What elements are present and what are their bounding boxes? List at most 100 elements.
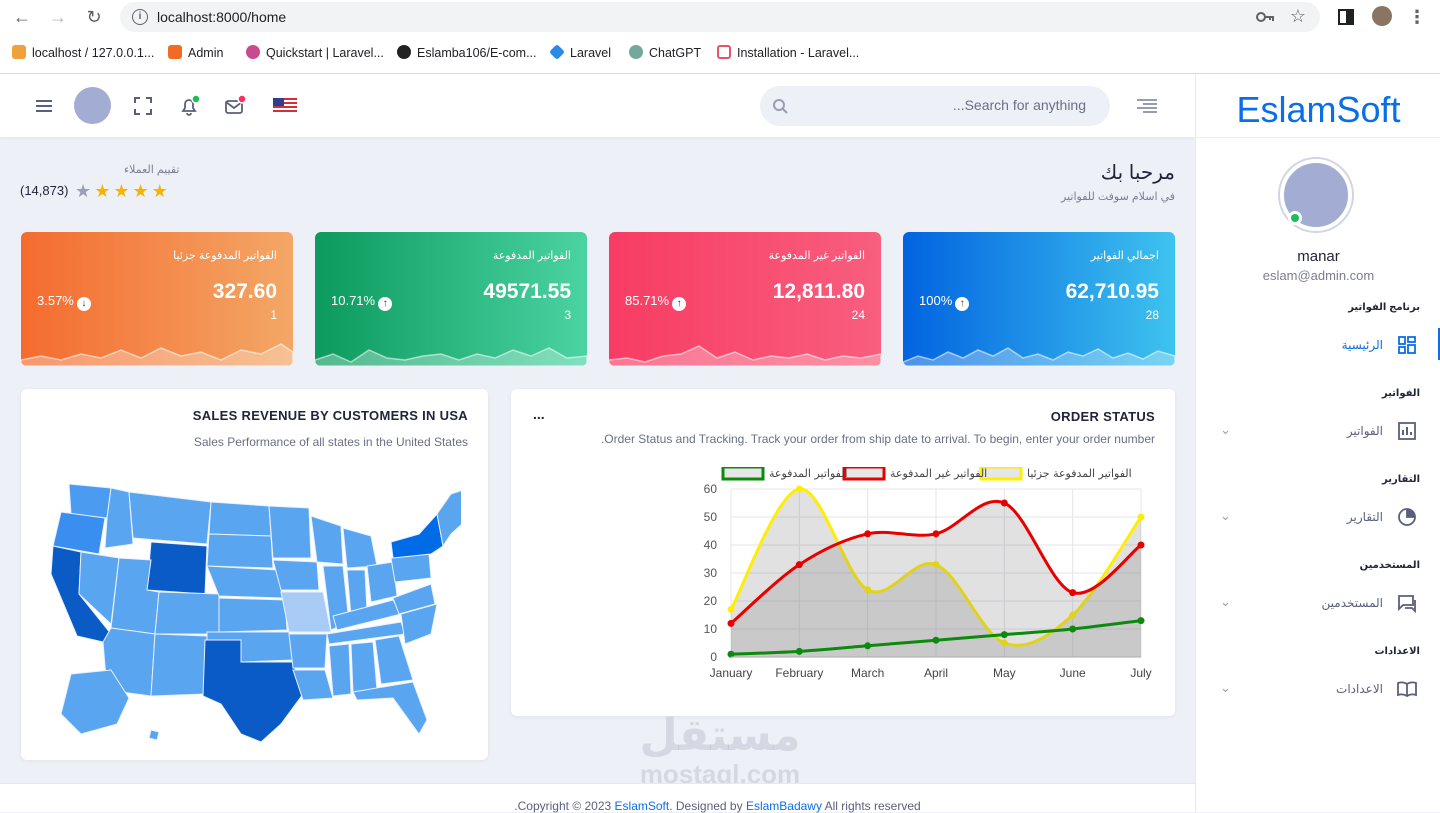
data-point[interactable] xyxy=(727,650,735,658)
data-point[interactable] xyxy=(864,530,872,538)
data-point[interactable] xyxy=(795,561,803,569)
state-new-york[interactable] xyxy=(390,512,444,559)
bookmark-item[interactable]: Laravel xyxy=(549,44,611,60)
side-panel-icon[interactable] xyxy=(1338,9,1354,25)
data-point[interactable] xyxy=(1000,631,1008,639)
us-flag-icon[interactable] xyxy=(273,98,297,114)
card-value: 62,710.95 xyxy=(1065,280,1159,303)
data-point[interactable] xyxy=(1137,541,1145,549)
data-point[interactable] xyxy=(1000,639,1008,647)
forward-icon[interactable]: → xyxy=(49,7,67,27)
site-info-icon[interactable]: i xyxy=(132,9,148,25)
state-arkansas[interactable] xyxy=(288,633,328,669)
legend-swatch xyxy=(721,467,765,481)
brand-logo[interactable]: EslamSoft xyxy=(1196,74,1440,138)
state-hawaii[interactable] xyxy=(148,729,160,741)
state-new-england[interactable] xyxy=(436,488,461,548)
data-point[interactable] xyxy=(1000,499,1008,507)
footer-brand-link[interactable]: EslamSoft xyxy=(614,799,670,813)
bookmark-item[interactable]: Admin xyxy=(168,45,223,60)
state-mississippi[interactable] xyxy=(328,643,352,697)
state-georgia[interactable] xyxy=(374,635,414,685)
state-louisiana[interactable] xyxy=(292,669,334,701)
state-alabama[interactable] xyxy=(350,641,378,693)
state-pennsylvania[interactable] xyxy=(390,553,432,583)
stat-card[interactable]: الفواتير المدفوعة 49571.55 3 10.71% ↑ xyxy=(315,232,587,366)
state-oregon[interactable] xyxy=(52,511,106,555)
data-point[interactable] xyxy=(932,530,940,538)
legend-item[interactable]: الفواتير المدفوعة جزئيا xyxy=(979,467,1132,481)
state-florida[interactable] xyxy=(352,681,428,735)
sidebar-item-home[interactable]: الرئيسية xyxy=(1196,328,1440,360)
state-kansas[interactable] xyxy=(218,597,288,633)
legend-item[interactable]: الفواتير المدفوعة xyxy=(721,467,848,481)
usa-map[interactable] xyxy=(41,484,461,744)
sidebar-item-settings[interactable]: الاعدادات ⌄ xyxy=(1196,674,1440,704)
data-point[interactable] xyxy=(932,561,940,569)
state-nebraska[interactable] xyxy=(206,565,284,599)
back-icon[interactable]: ← xyxy=(13,7,31,27)
bookmark-item[interactable]: Installation - Laravel... xyxy=(717,45,859,60)
state-north-dakota[interactable] xyxy=(208,501,272,537)
state-wyoming[interactable] xyxy=(146,541,208,595)
bookmark-item[interactable]: Quickstart | Laravel... xyxy=(246,45,384,60)
state-wisconsin[interactable] xyxy=(310,515,344,565)
bookmark-item[interactable]: ChatGPT xyxy=(629,45,701,60)
fullscreen-icon[interactable] xyxy=(132,95,154,117)
data-point[interactable] xyxy=(1137,617,1145,625)
state-carolinas[interactable] xyxy=(400,603,438,645)
bookmark-item[interactable]: localhost / 127.0.0.1... xyxy=(12,45,154,60)
data-point[interactable] xyxy=(932,636,940,644)
data-point[interactable] xyxy=(864,642,872,650)
stat-card[interactable]: اجمالي الفواتير 62,710.95 28 100% ↑ xyxy=(903,232,1175,366)
search-icon[interactable] xyxy=(772,98,789,115)
sidebar-item-reports[interactable]: التقارير ⌄ xyxy=(1196,502,1440,532)
state-missouri[interactable] xyxy=(280,591,332,633)
data-point[interactable] xyxy=(864,586,872,594)
state-new-mexico[interactable] xyxy=(150,633,208,697)
bell-icon[interactable] xyxy=(178,95,200,117)
search-input[interactable]: ...Search for anything xyxy=(952,97,1086,113)
stat-card[interactable]: الفواتير غير المدفوعة 12,811.80 24 85.71… xyxy=(609,232,881,366)
state-colorado[interactable] xyxy=(154,591,220,635)
card-count: 24 xyxy=(851,308,865,322)
search-bar[interactable]: ...Search for anything xyxy=(760,86,1110,126)
state-south-dakota[interactable] xyxy=(206,533,274,569)
address-bar[interactable]: i localhost:8000/home ☆ xyxy=(120,2,1320,32)
data-point[interactable] xyxy=(795,647,803,655)
state-texas[interactable] xyxy=(202,639,304,743)
avatar[interactable] xyxy=(74,87,111,124)
state-montana[interactable] xyxy=(128,491,212,545)
url-text[interactable]: localhost:8000/home xyxy=(157,9,287,25)
data-point[interactable] xyxy=(795,485,803,493)
data-point[interactable] xyxy=(727,619,735,627)
sidebar-item-users[interactable]: المستخدمين ⌄ xyxy=(1196,588,1440,618)
user-avatar[interactable] xyxy=(1280,159,1352,231)
hamburger-icon[interactable] xyxy=(33,95,55,117)
bookmark-item[interactable]: Eslamba106/E-com... xyxy=(397,45,537,60)
key-icon[interactable] xyxy=(1256,10,1274,24)
star-bookmark-icon[interactable]: ☆ xyxy=(1289,6,1306,26)
data-point[interactable] xyxy=(727,605,735,613)
footer-author-link[interactable]: EslamBadawy xyxy=(745,799,822,813)
state-washington[interactable] xyxy=(68,484,112,519)
data-point[interactable] xyxy=(1069,611,1077,619)
profile-avatar[interactable] xyxy=(1372,6,1392,26)
data-point[interactable] xyxy=(1069,625,1077,633)
mail-icon[interactable] xyxy=(224,95,246,117)
state-iowa[interactable] xyxy=(272,559,320,591)
data-point[interactable] xyxy=(1137,513,1145,521)
panel-menu-icon[interactable]: ... xyxy=(533,406,545,422)
state-idaho[interactable] xyxy=(104,487,134,549)
align-right-icon[interactable] xyxy=(1136,95,1158,117)
stat-card[interactable]: الفواتير المدفوعة جزئيا 327.60 1 3.57% ↓ xyxy=(21,232,293,366)
sidebar-item-invoices[interactable]: الفواتير ⌄ xyxy=(1196,416,1440,446)
reload-icon[interactable]: ↻ xyxy=(86,7,102,27)
legend-item[interactable]: الفواتير غير المدفوعة xyxy=(842,467,987,481)
state-michigan[interactable] xyxy=(342,527,378,569)
more-icon[interactable]: ⋮ xyxy=(1408,7,1426,27)
state-minnesota[interactable] xyxy=(268,505,312,559)
state-virginia[interactable] xyxy=(392,583,436,615)
data-point[interactable] xyxy=(1069,589,1077,597)
state-alaska[interactable] xyxy=(60,669,130,735)
